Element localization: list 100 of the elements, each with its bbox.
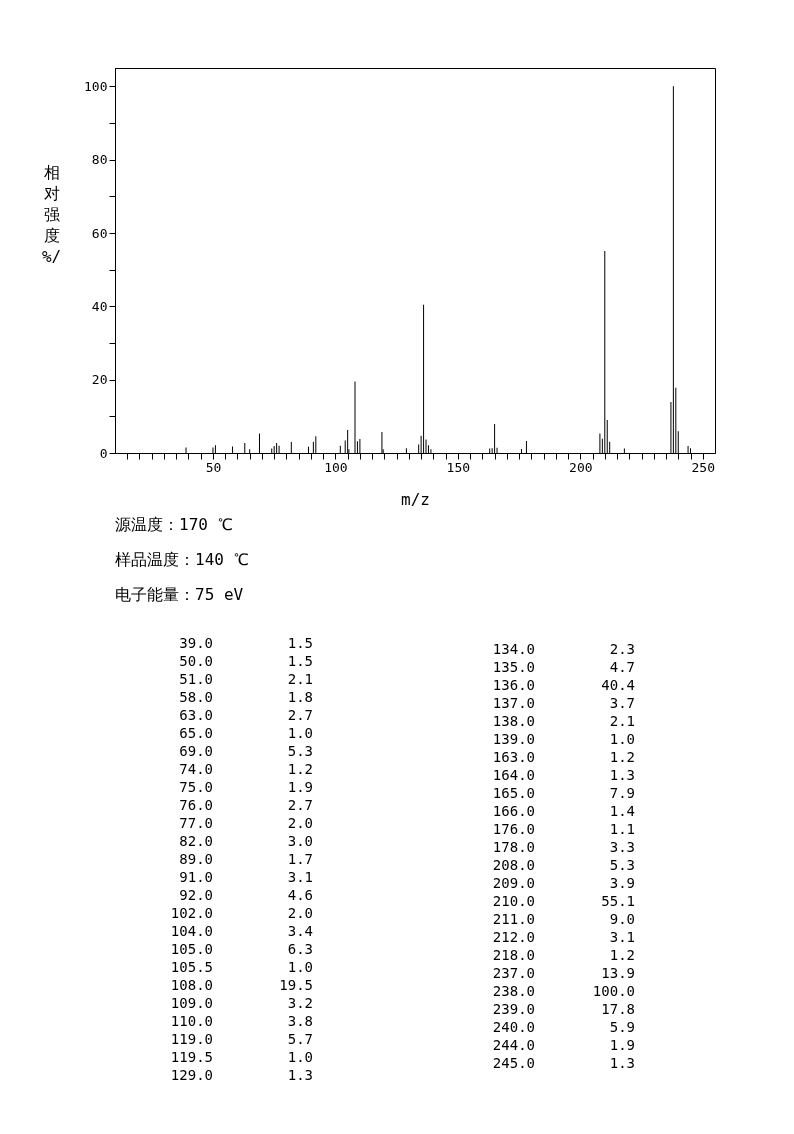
text: 1.9 [609, 1037, 635, 1053]
text: 2.1 [287, 671, 313, 687]
text: 1.5 [287, 653, 313, 669]
text: 9.0 [609, 911, 635, 927]
category-label: 119.0 [169, 1031, 213, 1047]
category-label: 76.0 [178, 797, 213, 813]
category-label: 165.0 [491, 785, 535, 801]
text: 40.4 [601, 677, 635, 693]
text: 2.0 [287, 815, 313, 831]
category-label: 50.0 [178, 653, 213, 669]
category-label: 89.0 [178, 851, 213, 867]
text: 1.9 [287, 779, 313, 795]
category-label: 119.5 [169, 1049, 213, 1065]
category-label: 102.0 [169, 905, 213, 921]
text: 55.1 [601, 893, 635, 909]
text: 1.3 [609, 767, 635, 783]
category-label: 239.0 [491, 1001, 535, 1017]
text: 2.7 [287, 797, 313, 813]
x-tick-label: 100 [324, 459, 348, 475]
category-label: 245.0 [491, 1055, 535, 1071]
category-label: 178.0 [491, 839, 535, 855]
text: 1.3 [287, 1067, 313, 1083]
category-label: 139.0 [491, 731, 535, 747]
y-tick-label: 40 [91, 298, 108, 314]
category-label: 65.0 [178, 725, 213, 741]
text: 3.0 [287, 833, 313, 849]
text: 4.6 [287, 887, 313, 903]
category-label: 74.0 [178, 761, 213, 777]
category-label: 39.0 [178, 635, 213, 651]
text: 3.8 [287, 1013, 313, 1029]
category-label: 134.0 [491, 641, 535, 657]
category-label: 51.0 [178, 671, 213, 687]
category-label: 210.0 [491, 893, 535, 909]
y-tick-label: 20 [91, 372, 108, 388]
text: 1.0 [287, 959, 313, 975]
text: 3.9 [609, 875, 635, 891]
category-label: 212.0 [491, 929, 535, 945]
category-label: 91.0 [178, 869, 213, 885]
category-label: 104.0 [169, 923, 213, 939]
category-label: 176.0 [491, 821, 535, 837]
category-label: 240.0 [491, 1019, 535, 1035]
text: 1.2 [287, 761, 313, 777]
category-label: 163.0 [491, 749, 535, 765]
text: 100.0 [592, 983, 635, 999]
category-label: 129.0 [169, 1067, 213, 1083]
category-label: 109.0 [169, 995, 213, 1011]
y-tick-label: 0 [99, 445, 108, 461]
text: 19.5 [279, 977, 313, 993]
x-axis-title: m/z [401, 489, 430, 509]
x-tick-label: 50 [205, 459, 222, 475]
category-label: 63.0 [178, 707, 213, 723]
category-label: 69.0 [178, 743, 213, 759]
text: 2.0 [287, 905, 313, 921]
text: 1.2 [609, 749, 635, 765]
text: 5.3 [609, 857, 635, 873]
text: 5.7 [287, 1031, 313, 1047]
category-label: 137.0 [491, 695, 535, 711]
text: 1.4 [609, 803, 635, 819]
category-label: 75.0 [178, 779, 213, 795]
category-label: 108.0 [169, 977, 213, 993]
x-tick-label: 200 [569, 459, 593, 475]
text: 1.7 [287, 851, 313, 867]
text: 5.3 [287, 743, 313, 759]
category-label: 238.0 [491, 983, 535, 999]
text: 样品温度：140 ℃ [115, 550, 249, 571]
text: 2.1 [609, 713, 635, 729]
text: 1.0 [287, 1049, 313, 1065]
text: 1.5 [287, 635, 313, 651]
category-label: 92.0 [178, 887, 213, 903]
category-label: 135.0 [491, 659, 535, 675]
text: 电子能量：75 eV [115, 585, 244, 606]
category-label: 105.0 [169, 941, 213, 957]
text: 1.0 [609, 731, 635, 747]
category-label: 136.0 [491, 677, 535, 693]
category-label: 244.0 [491, 1037, 535, 1053]
category-label: 208.0 [491, 857, 535, 873]
text: 1.8 [287, 689, 313, 705]
text: 3.1 [287, 869, 313, 885]
category-label: 237.0 [491, 965, 535, 981]
category-label: 58.0 [178, 689, 213, 705]
text: 2.3 [609, 641, 635, 657]
category-label: 77.0 [178, 815, 213, 831]
text: 4.7 [609, 659, 635, 675]
text: 17.8 [601, 1001, 635, 1017]
text: 源温度：170 ℃ [115, 515, 233, 536]
text: 3.4 [287, 923, 313, 939]
text: 3.3 [609, 839, 635, 855]
text: 1.2 [609, 947, 635, 963]
category-label: 211.0 [491, 911, 535, 927]
text: 1.3 [609, 1055, 635, 1071]
text: 5.9 [609, 1019, 635, 1035]
x-tick-label: 150 [446, 459, 471, 475]
category-label: 110.0 [169, 1013, 213, 1029]
category-label: 209.0 [491, 875, 535, 891]
category-label: 166.0 [491, 803, 535, 819]
text: 1.1 [609, 821, 635, 837]
x-tick-label: 250 [691, 459, 715, 475]
y-tick-label: 80 [91, 152, 108, 168]
category-label: 218.0 [491, 947, 535, 963]
text: 2.7 [287, 707, 313, 723]
